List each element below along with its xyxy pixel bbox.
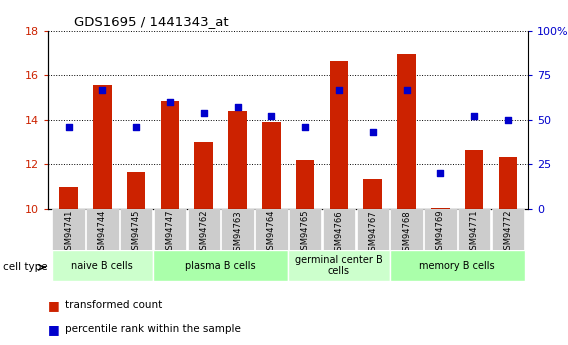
Bar	[255, 209, 287, 250]
Text: GSM94763: GSM94763	[233, 210, 242, 256]
Text: cell type: cell type	[3, 263, 48, 272]
Bar	[194, 142, 213, 209]
Bar	[499, 157, 517, 209]
Text: GSM94764: GSM94764	[267, 210, 276, 255]
Point	[402, 87, 411, 92]
Point	[503, 117, 512, 122]
Point	[470, 114, 479, 119]
Bar	[289, 209, 321, 250]
Bar	[127, 172, 145, 209]
Text: GSM94747: GSM94747	[165, 210, 174, 255]
Text: GSM94771: GSM94771	[470, 210, 479, 255]
Bar	[154, 209, 186, 250]
Text: GSM94765: GSM94765	[300, 210, 310, 255]
Text: ■: ■	[48, 299, 60, 312]
Text: germinal center B
cells: germinal center B cells	[295, 255, 383, 276]
Point	[368, 130, 377, 135]
Point	[199, 110, 208, 116]
Text: ■: ■	[48, 323, 60, 336]
Point	[233, 105, 242, 110]
Point	[300, 124, 310, 130]
Bar	[93, 86, 112, 209]
Text: transformed count: transformed count	[65, 300, 162, 310]
Bar	[262, 122, 281, 209]
Bar	[52, 250, 153, 281]
Bar	[120, 209, 152, 250]
Bar	[59, 187, 78, 209]
Bar	[458, 209, 490, 250]
Bar	[329, 61, 348, 209]
Bar	[323, 209, 355, 250]
Text: naive B cells: naive B cells	[72, 261, 133, 270]
Bar	[357, 209, 389, 250]
Bar	[288, 250, 390, 281]
Bar	[492, 209, 524, 250]
Point	[436, 170, 445, 176]
Bar	[187, 209, 220, 250]
Text: GSM94762: GSM94762	[199, 210, 208, 255]
Point	[132, 124, 141, 130]
Bar	[222, 209, 254, 250]
Point	[64, 124, 73, 130]
Text: GSM94741: GSM94741	[64, 210, 73, 255]
Text: GSM94772: GSM94772	[503, 210, 512, 255]
Text: GSM94767: GSM94767	[368, 210, 377, 256]
Bar	[390, 250, 525, 281]
Point	[335, 87, 344, 92]
Bar	[296, 160, 315, 209]
Bar	[228, 111, 247, 209]
Text: GDS1695 / 1441343_at: GDS1695 / 1441343_at	[74, 16, 228, 29]
Bar	[52, 209, 85, 250]
Bar	[424, 209, 457, 250]
Bar	[465, 150, 483, 209]
Bar	[86, 209, 119, 250]
Point	[165, 99, 174, 105]
Point	[98, 87, 107, 92]
Bar	[431, 208, 450, 209]
Bar	[390, 209, 423, 250]
Text: GSM94766: GSM94766	[335, 210, 344, 256]
Text: GSM94744: GSM94744	[98, 210, 107, 255]
Text: GSM94768: GSM94768	[402, 210, 411, 256]
Bar	[161, 101, 179, 209]
Text: GSM94769: GSM94769	[436, 210, 445, 255]
Text: memory B cells: memory B cells	[419, 261, 495, 270]
Bar	[364, 179, 382, 209]
Text: plasma B cells: plasma B cells	[185, 261, 256, 270]
Bar	[397, 55, 416, 209]
Text: GSM94745: GSM94745	[132, 210, 141, 255]
Text: percentile rank within the sample: percentile rank within the sample	[65, 325, 241, 334]
Point	[267, 114, 276, 119]
Bar	[153, 250, 288, 281]
